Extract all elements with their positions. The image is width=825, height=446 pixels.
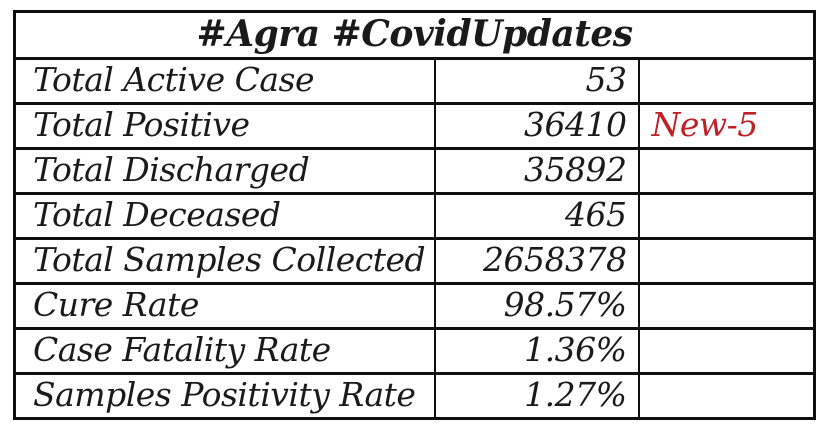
metric-note	[637, 237, 815, 284]
metric-note	[637, 147, 815, 194]
metric-label: Cure Rate	[14, 282, 435, 329]
table-row: Total Discharged 35892	[14, 147, 815, 194]
table-row: Total Samples Collected 2658378	[14, 237, 815, 284]
metric-note	[637, 192, 815, 239]
metric-label: Total Active Case	[33, 60, 314, 99]
table-title: #Agra #CovidUpdates	[14, 11, 815, 60]
metric-label: Case Fatality Rate	[14, 327, 435, 374]
metric-note	[637, 58, 815, 104]
metric-label: Total Positive	[14, 102, 435, 149]
metric-value: 35892	[433, 147, 639, 194]
table-row: Case Fatality Rate 1.36%	[14, 327, 815, 374]
metric-label: Total Discharged	[14, 147, 435, 194]
stats-table-body: Total Active Case 53 Total Positive 3641…	[14, 58, 815, 419]
metric-value: 1.27%	[433, 372, 639, 419]
metric-value: 53	[433, 58, 639, 104]
covid-stats-table: #Agra #CovidUpdates Total Active Case 53…	[13, 10, 817, 420]
metric-note: New-5	[637, 102, 815, 149]
table-row: Total Positive 36410 New-5	[14, 102, 815, 149]
metric-value: 36410	[433, 102, 639, 149]
metric-value: 98.57%	[433, 282, 639, 329]
metric-note	[637, 372, 815, 419]
metric-value: 465	[433, 192, 639, 239]
table-row: Total Deceased 465	[14, 192, 815, 239]
table-row: Samples Positivity Rate 1.27%	[14, 372, 815, 419]
table-row: Total Active Case 53	[15, 58, 815, 104]
metric-note	[637, 327, 815, 374]
metric-label: Total Deceased	[14, 192, 435, 239]
metric-note	[637, 282, 815, 329]
metric-label: Samples Positivity Rate	[14, 372, 435, 419]
metric-label: Total Samples Collected	[14, 237, 435, 284]
table-row: Cure Rate 98.57%	[14, 282, 815, 329]
table-title-row: #Agra #CovidUpdates	[14, 11, 815, 60]
metric-value: 1.36%	[433, 327, 639, 374]
metric-value: 2658378	[433, 237, 639, 284]
